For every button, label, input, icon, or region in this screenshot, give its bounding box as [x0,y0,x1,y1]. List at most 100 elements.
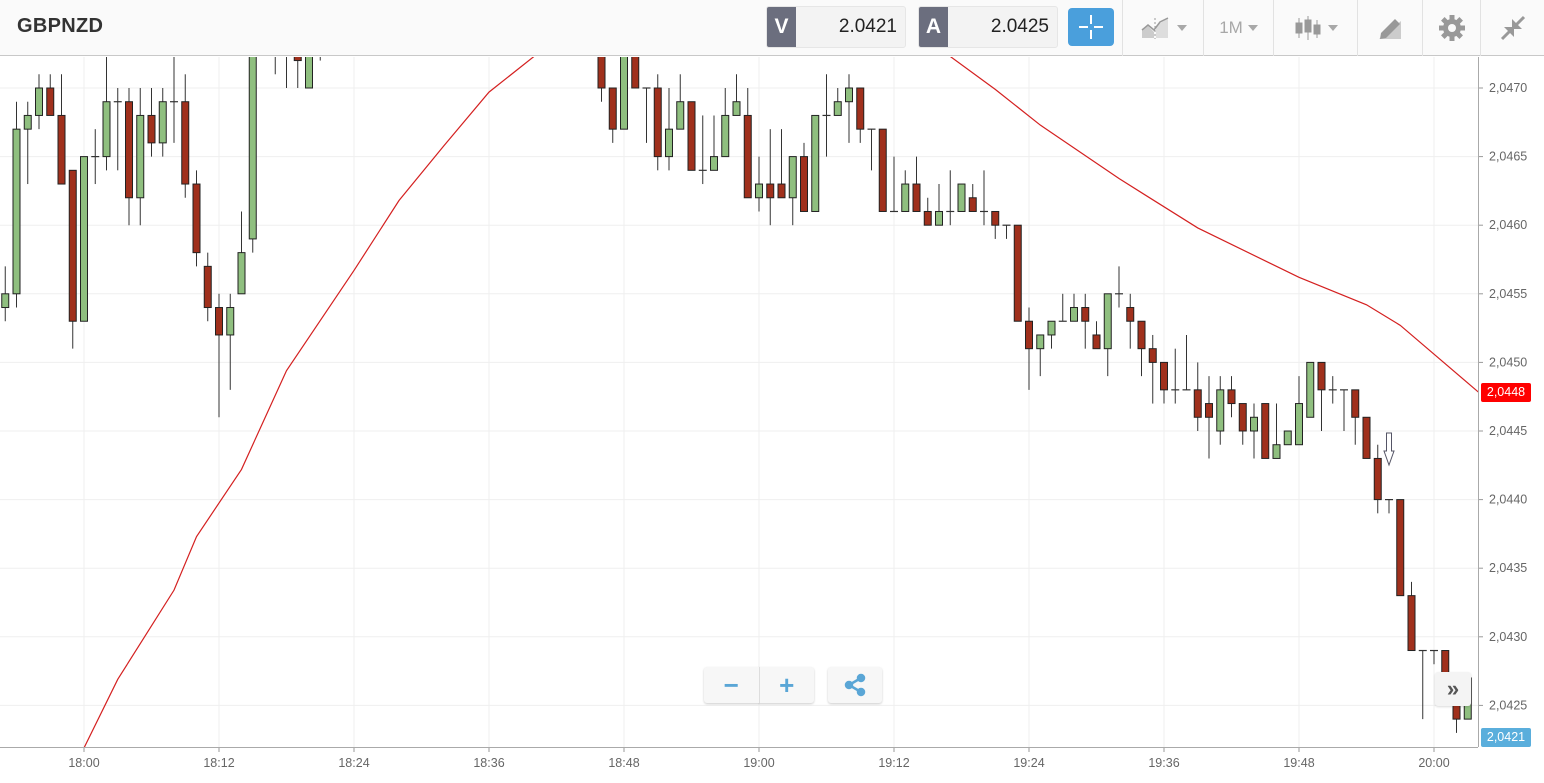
grid [0,57,1478,747]
candle-up [1250,416,1258,432]
candle-down [1373,457,1382,501]
candle-up [833,101,842,116]
drawing-tools-button[interactable] [1358,0,1422,56]
y-tick-label: 2,0455 [1489,287,1527,301]
candle-down [743,114,752,199]
candle-up [935,210,943,226]
candle-down [192,183,201,254]
x-tick-label: 20:00 [1418,756,1449,770]
candle-up [755,183,763,199]
x-tick-label: 18:36 [473,756,504,770]
candle-down [597,57,606,89]
candle-down [125,101,133,199]
candle-down [1205,403,1213,418]
x-tick-label: 18:00 [68,756,99,770]
x-tick-label: 19:48 [1283,756,1314,770]
y-tick-label: 2,0460 [1489,218,1527,232]
sell-price-button[interactable]: V 2.0421 [766,6,906,48]
moving-average [83,57,1478,747]
x-tick-label: 19:36 [1148,756,1179,770]
candle-up [901,183,910,212]
last-price-label: 2,0421 [1481,728,1531,747]
candle-down [1351,389,1360,418]
candle-up [23,114,32,130]
candle-up [1283,430,1292,446]
x-tick-label: 18:48 [608,756,639,770]
y-tick-label: 2,0435 [1489,561,1527,575]
candle-up [102,101,111,158]
candle-up [676,101,685,130]
candle-down [1261,403,1270,459]
candle-down [1238,403,1247,432]
candle-up [665,128,673,158]
candle-up [1306,361,1315,418]
candle-down [1126,307,1135,322]
gear-icon [1438,15,1465,41]
y-tick-label: 2,0445 [1489,424,1527,438]
zoom-out-button[interactable]: − [704,667,760,703]
candle-down [46,87,55,116]
candle-up [80,156,88,322]
candle-down [203,265,212,309]
candle-up [158,101,167,144]
timeframe-value: 1M [1219,18,1243,37]
candle-down [777,183,786,199]
x-tick-label: 19:24 [1013,756,1044,770]
zoom-in-button[interactable]: + [779,669,795,700]
candle-down [923,210,932,226]
zoom-controls: − + [704,667,814,703]
candle-up [248,57,257,240]
down-arrow-icon [1383,432,1395,467]
candle-down [1013,224,1022,322]
chart-toolbar: GBPNZD V 2.0421 A 2.0425 1M [0,0,1544,56]
x-tick-label: 19:12 [878,756,909,770]
settings-button[interactable] [1423,0,1480,56]
axes: 2,0425 2,0430 2,0435 2,0440 2,0445 2,0450 2,04… [0,57,1527,770]
candle-up [1216,389,1225,432]
share-icon [844,673,866,697]
candle-down [293,57,302,62]
candle-up [732,101,741,116]
x-tick-label: 18:12 [203,756,234,770]
candle-down [1148,348,1157,363]
candle-up [1272,444,1281,459]
candle-down [856,87,865,130]
moving-average-line [83,57,1478,747]
y-tick-label: 2,0425 [1489,698,1527,712]
indicators-button[interactable] [1123,0,1203,56]
candle-down [215,307,223,336]
y-tick-label: 2,0430 [1489,630,1527,644]
scroll-to-latest-button[interactable]: » [1435,672,1471,706]
buy-price-button[interactable]: A 2.0425 [918,6,1058,48]
candle-down [800,156,808,212]
candle-down [1137,320,1146,350]
y-tick-label: 2,0450 [1489,355,1527,369]
candle-down [1452,704,1461,720]
candle-up [1295,403,1303,446]
candle-down [1362,416,1371,459]
chart-type-button[interactable] [1274,0,1357,56]
candle-up [35,87,43,116]
indicators-icon [1141,17,1168,39]
buy-label: A [919,7,948,47]
candle-down [991,210,1000,226]
collapse-button[interactable] [1481,0,1544,56]
y-tick-label: 2,0470 [1489,81,1527,95]
timeframe-dropdown[interactable]: 1M [1204,0,1273,56]
sell-price: 2.0421 [838,16,897,37]
collapse-icon [1500,15,1525,41]
ma-price-label: 2,0448 [1481,383,1531,402]
candle-down [57,114,66,185]
candlestick-type-icon [1295,16,1321,40]
crosshair-button[interactable] [1068,8,1114,46]
buy-price: 2.0425 [990,16,1049,37]
share-button[interactable] [828,667,882,703]
y-tick-label: 2,0465 [1489,150,1527,164]
candle-down [687,101,696,171]
candle-down [766,183,775,199]
candle-down [1407,595,1416,652]
signal-marker [1383,432,1395,467]
candle-up [957,183,966,212]
candle-down [878,128,887,212]
